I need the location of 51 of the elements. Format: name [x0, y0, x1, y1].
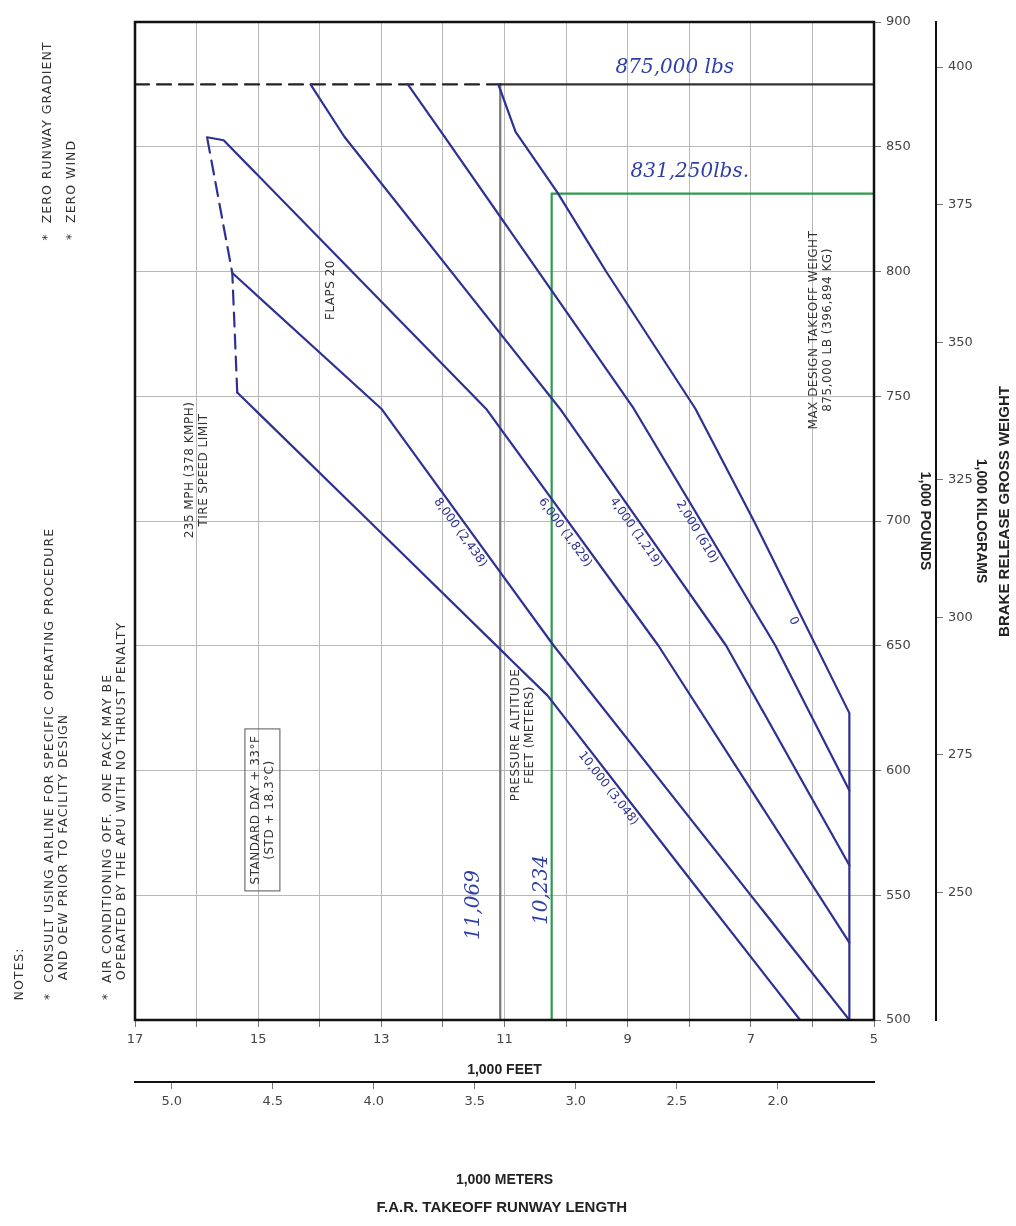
x2-tick-label: 5.0 — [161, 1093, 183, 1109]
y2-tick-label: 300 — [948, 608, 973, 624]
y-tick-label: 900 — [886, 13, 911, 29]
text: 0 — [786, 614, 803, 628]
x-tick-label: 11 — [496, 1031, 513, 1047]
y-tick-label: 700 — [886, 512, 911, 528]
y-tick-label: 850 — [886, 138, 911, 154]
y2-tick-label: 250 — [948, 883, 973, 899]
x2-tick-label: 3.0 — [565, 1093, 587, 1109]
y-tick-label: 750 — [886, 387, 911, 403]
x2-tick-label: 4.5 — [262, 1093, 284, 1109]
text: * ZERO RUNWAY GRADIENT — [38, 41, 54, 240]
y-tick-label: 650 — [886, 637, 911, 653]
x-tick-label: 15 — [249, 1031, 267, 1047]
y-tick-label: 500 — [886, 1011, 911, 1027]
annotation: 831,250lbs. — [630, 158, 750, 182]
x2-tick-label: 2.5 — [666, 1093, 688, 1109]
y2-axis-title: 1,000 KILOGRAMS — [973, 458, 990, 584]
text: F.A.R. TAKEOFF RUNWAY LENGTH — [376, 1197, 628, 1215]
annotation: 235 MPH (378 KMPH) TIRE SPEED LIMIT — [181, 401, 210, 539]
x-tick-label: 5 — [869, 1031, 879, 1047]
y-axis-title: 1,000 POUNDS — [917, 471, 934, 571]
x-tick-label: 7 — [746, 1031, 755, 1047]
annotation: FLAPS 20 — [323, 259, 338, 321]
text: NOTES: — [10, 947, 26, 1000]
x-tick-label: 13 — [373, 1031, 390, 1047]
x-tick-label: 9 — [623, 1031, 632, 1047]
y2-tick-label: 400 — [948, 58, 973, 74]
x2-tick-label: 4.0 — [363, 1093, 385, 1109]
x2-tick-label: 2.0 — [767, 1093, 789, 1109]
text: * CONSULT USING AIRLINE FOR SPECIFIC OPERATING PROCEDURE AND OEW PRIOR TO FACILITY DESIGN — [41, 527, 71, 1001]
text: * ZERO WIND — [63, 139, 79, 241]
annotation: STANDARD DAY + 33°F (STD + 18.3°C) — [243, 728, 280, 892]
annotation: 10,234 — [527, 855, 552, 925]
annotation: 875,000 lbs — [615, 54, 735, 78]
text: BRAKE RELEASE GROSS WEIGHT — [994, 385, 1012, 637]
x-axis-title: 1,000 FEET — [467, 1061, 543, 1078]
y2-tick-label: 325 — [948, 471, 973, 487]
y2-tick-label: 350 — [948, 333, 973, 349]
x2-tick-label: 3.5 — [464, 1093, 486, 1109]
text: * AIR CONDITIONING OFF. ONE PACK MAY BE OPERATED BY THE APU WITH NO THRUST PENALTY — [99, 621, 129, 1001]
x-tick-label: 17 — [126, 1031, 144, 1047]
y-tick-label: 800 — [886, 262, 911, 278]
y2-tick-label: 275 — [948, 746, 973, 762]
annotation: PRESSURE ALTITUDE FEET (METERS) — [508, 668, 537, 802]
annotation: 11,069 — [459, 870, 484, 940]
x2-axis-title: 1,000 METERS — [455, 1171, 554, 1188]
annotation: MAX DESIGN TAKEOFF WEIGHT 875,000 LB (396,894 KG) — [805, 230, 834, 430]
y2-tick-label: 375 — [948, 196, 973, 212]
y-tick-label: 600 — [886, 761, 911, 777]
y-tick-label: 550 — [886, 886, 911, 902]
